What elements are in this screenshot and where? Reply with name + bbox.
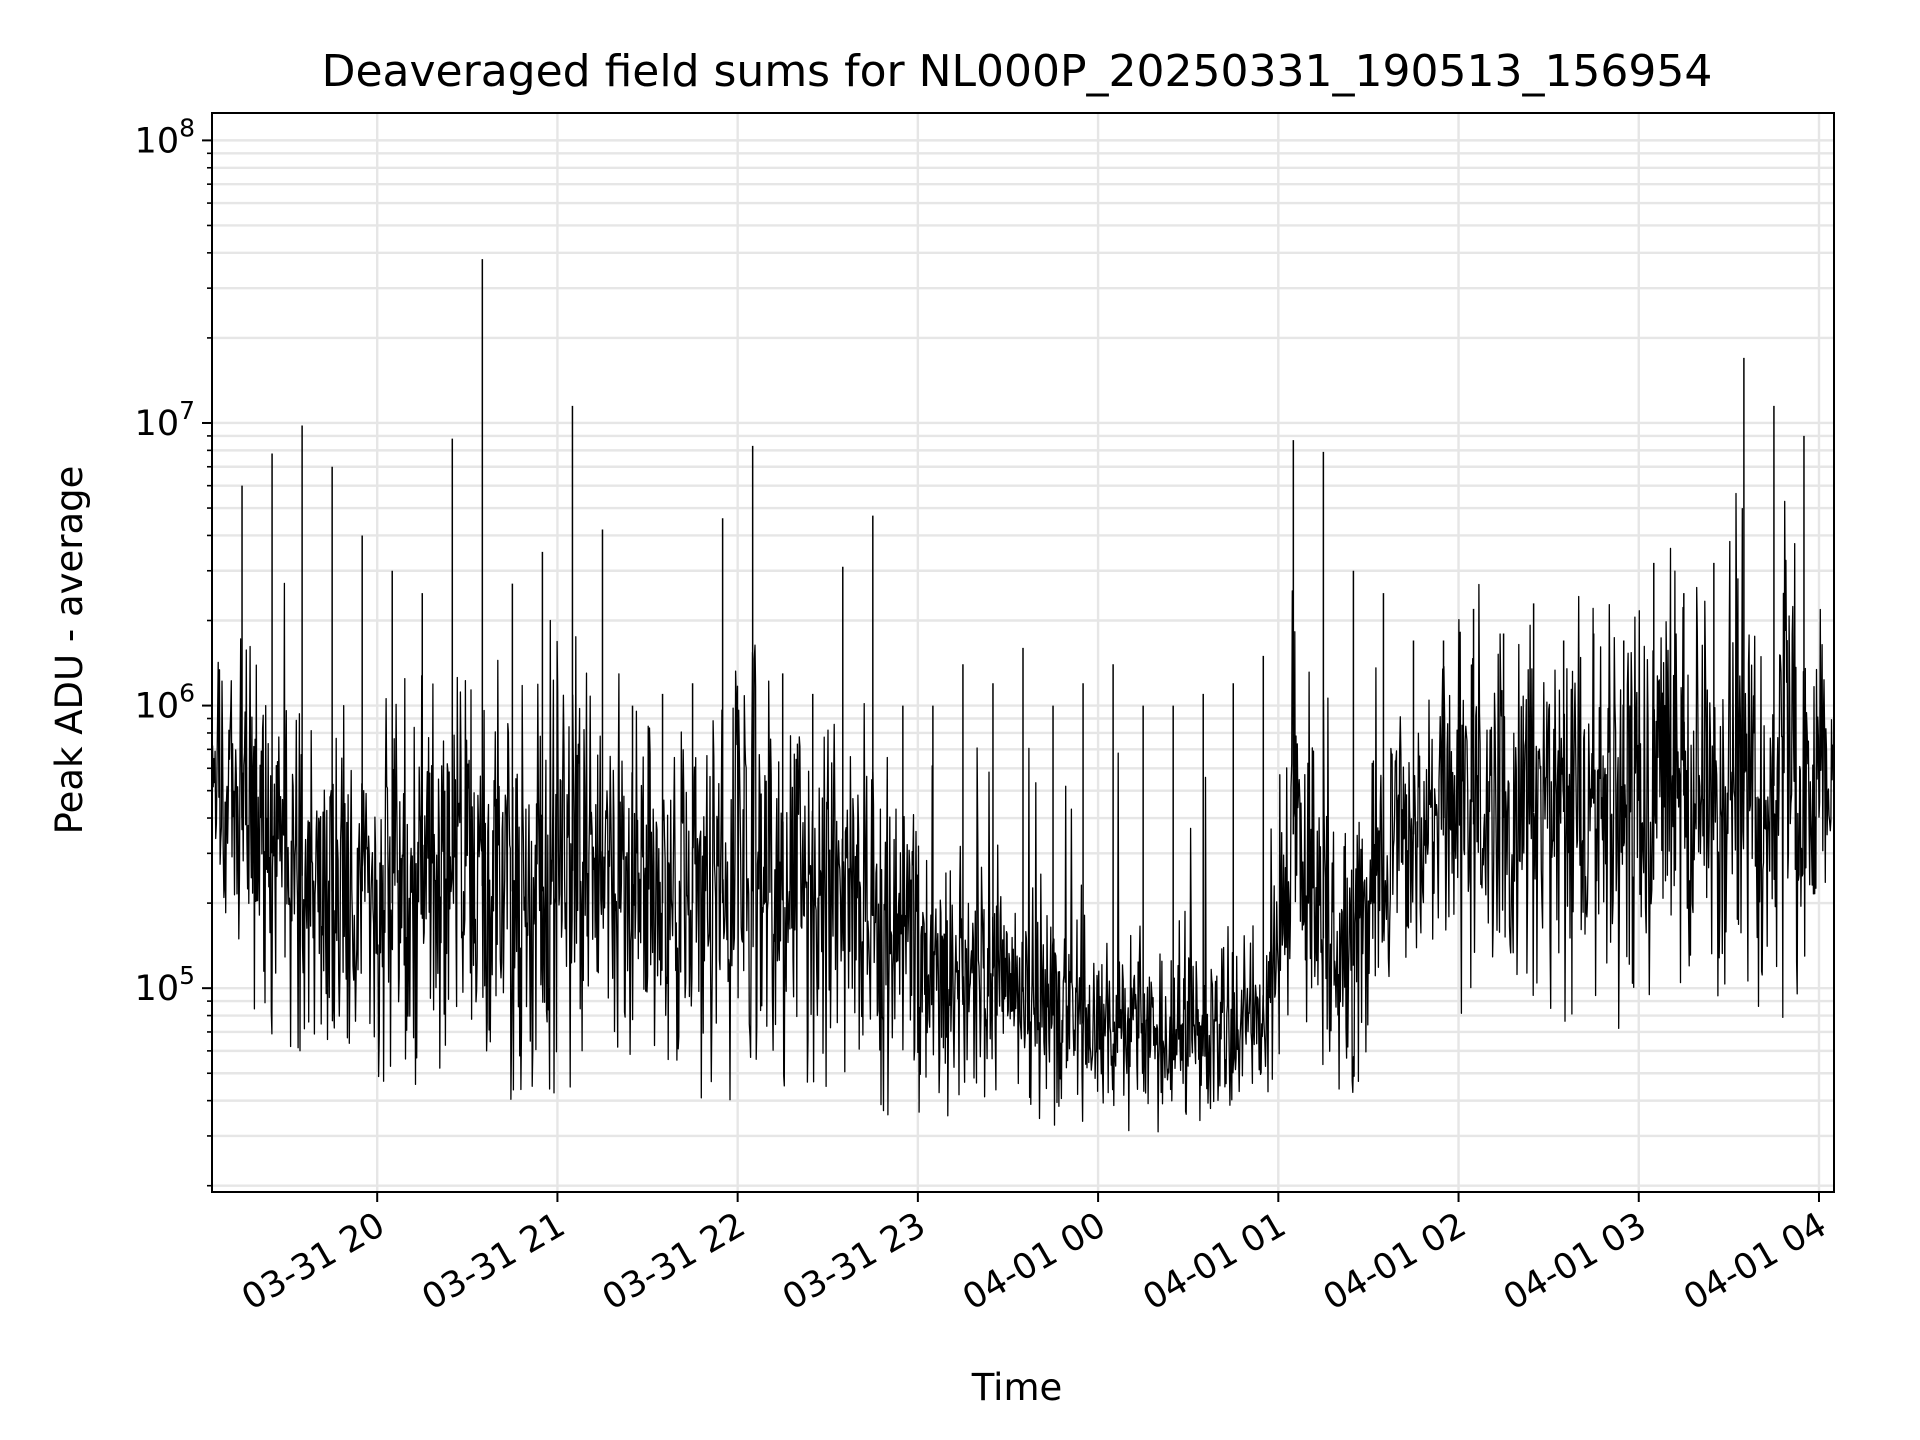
y-axis-label: Peak ADU - average bbox=[48, 466, 91, 835]
x-axis-label: Time bbox=[971, 1366, 1063, 1409]
y-tick-label: 107 bbox=[135, 396, 195, 444]
y-tick-label: 108 bbox=[135, 113, 195, 161]
plot-frame bbox=[211, 112, 1835, 1193]
chart-title: Deaveraged field sums for NL000P_2025033… bbox=[322, 46, 1713, 97]
y-tick-label: 106 bbox=[135, 679, 195, 727]
y-tick-label: 105 bbox=[135, 961, 195, 1009]
